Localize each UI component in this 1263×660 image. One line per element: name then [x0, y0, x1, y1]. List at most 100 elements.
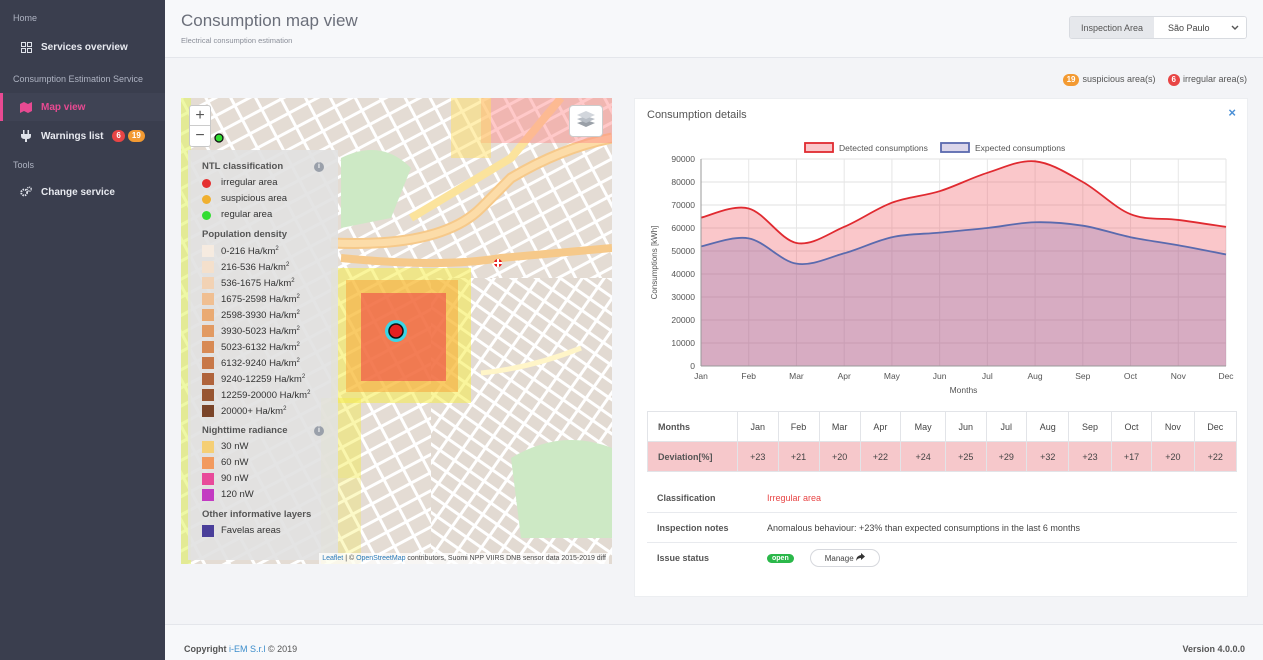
map-legend: NTL classification i irregular area suspic… — [188, 150, 338, 560]
legend-label: suspicious area — [221, 193, 288, 204]
table-header-cell: Nov — [1151, 411, 1195, 442]
chart-legend-swatch — [804, 142, 834, 153]
legend-item-other: Favelas areas — [202, 523, 324, 539]
sidebar-section-home: Home — [13, 13, 38, 23]
legend-item-population: 0-216 Ha/km2 — [202, 243, 324, 259]
info-icon[interactable]: i — [314, 426, 324, 436]
classification-label: Classification — [657, 492, 716, 503]
legend-item-population: 12259-20000 Ha/km2 — [202, 387, 324, 403]
y-tick-label: 40000 — [671, 269, 695, 279]
info-icon[interactable]: i — [314, 162, 324, 172]
y-tick-label: 80000 — [671, 177, 695, 187]
legend-superscript: 2 — [283, 406, 287, 413]
close-icon[interactable]: × — [1228, 105, 1236, 120]
sidebar-item-label: Services overview — [41, 41, 128, 53]
legend-swatch — [202, 277, 214, 289]
legend-superscript: 2 — [296, 342, 300, 349]
table-cell-deviation: +25 — [945, 441, 987, 472]
classification-value: Irregular area — [767, 492, 822, 503]
map-tiles — [181, 98, 612, 564]
table-cell-deviation: +29 — [985, 441, 1028, 472]
warnings-irregular-badge: 6 — [112, 130, 125, 142]
legend-label: 1675-2598 Ha/km2 — [221, 294, 300, 306]
legend-item-population: 216-536 Ha/km2 — [202, 259, 324, 275]
consumption-chart: 0 10000 20000 30000 40000 50000 60000 70000 8000… — [650, 142, 1234, 395]
osm-link[interactable]: OpenStreetMap — [356, 555, 406, 562]
legend-item-ntl: irregular area — [202, 175, 324, 191]
map-container[interactable]: + − NTL classification i irregular area su… — [181, 98, 612, 564]
legend-label: 120 nW — [221, 489, 254, 500]
table-header-cell: Jan — [737, 411, 779, 442]
legend-label: 90 nW — [221, 473, 249, 484]
y-tick-label: 10000 — [671, 338, 695, 348]
x-tick-label: Feb — [741, 371, 756, 381]
legend-label: regular area — [221, 209, 273, 220]
table-row-deviation-label: Deviation[%] — [647, 441, 738, 472]
legend-label: 536-1675 Ha/km2 — [221, 278, 295, 290]
legend-label: 6132-9240 Ha/km2 — [221, 358, 300, 370]
classification-row: Classification Irregular area — [647, 483, 1237, 513]
irregular-counter[interactable]: 6 irregular area(s) — [1167, 74, 1247, 86]
x-tick-label: Jun — [933, 371, 947, 381]
top-bar: Consumption map view Electrical consumpt… — [165, 0, 1263, 58]
manage-button[interactable]: Manage — [809, 549, 880, 567]
legend-swatch — [202, 194, 211, 204]
table-cell-deviation: +20 — [1151, 441, 1195, 472]
notes-label: Inspection notes — [657, 522, 729, 533]
table-header-cell: Feb — [777, 411, 820, 442]
zoom-in-button[interactable]: + — [190, 106, 210, 126]
suspicious-counter[interactable]: 19 suspicious area(s) — [1062, 74, 1156, 86]
y-tick-label: 0 — [690, 361, 695, 371]
chart-legend-label: Expected consumptions — [975, 143, 1065, 153]
legend-item-radiance: 90 nW — [202, 471, 324, 487]
legend-item-population: 20000+ Ha/km2 — [202, 403, 324, 419]
legend-label: Favelas areas — [221, 525, 281, 536]
table-cell-deviation: +24 — [900, 441, 947, 472]
company-link[interactable]: i-EM S.r.l — [229, 644, 266, 654]
layers-button[interactable] — [569, 105, 603, 137]
legend-swatch — [202, 309, 214, 321]
legend-superscript: 2 — [307, 390, 311, 397]
sidebar-item-change-service[interactable]: Change service — [0, 179, 165, 205]
x-axis-label: Months — [950, 385, 978, 395]
zoom-out-button[interactable]: − — [195, 127, 205, 144]
table-cell-deviation: +17 — [1110, 441, 1153, 472]
y-tick-label: 20000 — [671, 315, 695, 325]
legend-superscript: 2 — [291, 278, 295, 285]
legend-swatch — [202, 261, 214, 273]
legend-label: 30 nW — [221, 441, 249, 452]
legend-item-population: 9240-12259 Ha/km2 — [202, 371, 324, 387]
table-header-cell: Jul — [985, 411, 1028, 442]
legend-label: 0-216 Ha/km2 — [221, 246, 279, 258]
irregular-label: irregular area(s) — [1182, 74, 1247, 84]
legend-other-title: Other informative layers — [202, 509, 312, 520]
legend-label: 216-536 Ha/km2 — [221, 262, 290, 274]
legend-ntl-title: NTL classification i — [202, 159, 324, 175]
suspicious-count-badge: 19 — [1062, 74, 1080, 86]
legend-label: 9240-12259 Ha/km2 — [221, 374, 306, 386]
sidebar-item-label: Warnings list — [41, 130, 104, 142]
legend-ntl-title-text: NTL classification — [202, 161, 284, 172]
x-tick-label: Nov — [1171, 371, 1187, 381]
legend-swatch — [202, 341, 214, 353]
sidebar-item-services-overview[interactable]: Services overview — [0, 34, 165, 60]
map-attribution: Leaflet | © OpenStreetMap contributors, … — [319, 553, 609, 564]
inspection-area-select[interactable]: São Paulo — [1154, 17, 1246, 38]
sidebar-item-map-view[interactable]: Map view — [0, 93, 165, 121]
leaflet-link[interactable]: Leaflet — [322, 555, 344, 562]
panel-title: Consumption details — [647, 109, 747, 121]
sidebar-item-warnings-list[interactable]: Warnings list 6 19 — [0, 123, 165, 149]
x-tick-label: Sep — [1075, 371, 1090, 381]
table-header-cell: Apr — [859, 411, 902, 442]
table-cell-deviation: +22 — [859, 441, 902, 472]
chart-legend-swatch — [940, 142, 970, 153]
legend-item-population: 3930-5023 Ha/km2 — [202, 323, 324, 339]
series-line-expected — [700, 221, 1227, 265]
area-counters: 19 suspicious area(s) 6 irregular area(s) — [1062, 74, 1247, 86]
table-header-months: Months — [647, 411, 738, 442]
y-tick-label: 50000 — [671, 246, 695, 256]
x-tick-label: Apr — [838, 371, 851, 381]
deviation-table: Months Jan Feb Mar Apr May Jun Jul Aug Sep Oct Nov D… — [647, 411, 1238, 472]
legend-item-population: 536-1675 Ha/km2 — [202, 275, 324, 291]
legend-swatch — [202, 489, 214, 501]
